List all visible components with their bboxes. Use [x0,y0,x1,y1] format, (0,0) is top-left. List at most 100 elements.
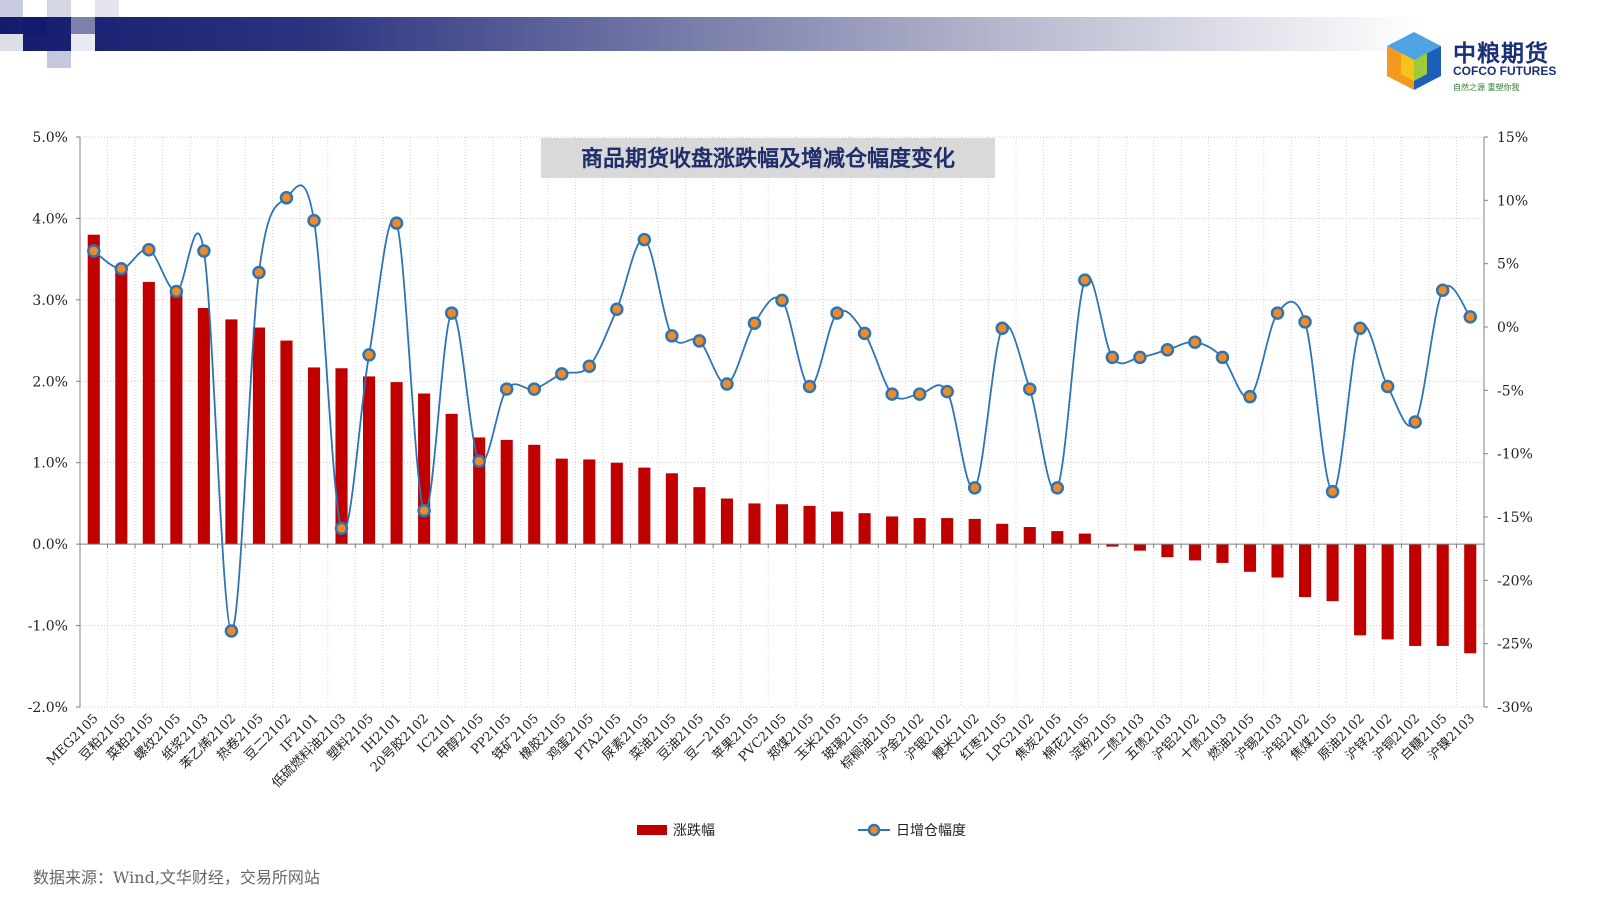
line-point [912,387,927,401]
bar [886,516,899,545]
line-point [499,382,514,396]
bar [858,513,871,545]
line-point [1353,321,1367,336]
line-point [224,624,239,638]
y-left-tick-label: 4.0% [32,211,68,227]
bar [1051,531,1064,545]
line-point [885,387,899,401]
bar [87,234,100,545]
y-right-tick-label: -5% [1497,383,1524,399]
header-deco-square [95,0,119,17]
bar [528,444,541,545]
bar-series [87,234,1477,654]
line-series [87,184,1477,638]
bar [831,511,844,545]
bar [941,518,954,545]
bar [280,340,293,545]
line-point [417,503,431,518]
bar [638,467,651,545]
line-point [1270,306,1285,320]
line-point [692,334,707,348]
bar [1299,544,1312,598]
bar [1409,544,1422,646]
bar [142,281,155,545]
line-point [802,379,817,394]
bar [775,504,789,545]
line-point [1133,350,1147,365]
line-point [169,284,184,299]
bar [197,308,210,545]
line-point [527,382,541,396]
bar [610,462,623,545]
y-left-tick-label: 1.0% [32,456,68,472]
header-deco-square [0,0,23,17]
chart-legend: 涨跌幅 日增仓幅度 [637,823,966,839]
bar [1243,544,1257,572]
line-point [610,302,624,317]
line-point [1380,379,1395,394]
bar [252,327,265,545]
bar [803,505,816,545]
y-right-tick-label: -25% [1497,637,1533,653]
line-point [1078,273,1092,287]
bar [170,290,183,545]
bar [418,393,431,545]
line-point [1188,335,1202,349]
series-line [93,184,1471,632]
bar [1381,544,1394,640]
bar [720,498,733,545]
y-left-tick-label: 5.0% [32,130,68,146]
legend-bar-label: 涨跌幅 [673,823,715,839]
line-point [142,242,156,257]
y-left-tick-label: 3.0% [32,293,68,309]
line-point [720,377,734,391]
y-left-tick-label: -2.0% [28,700,68,716]
line-point [389,216,404,230]
bar [1188,544,1201,561]
line-point [967,481,982,495]
bar [473,437,486,545]
y-right-tick-label: -15% [1497,510,1533,526]
bar [1436,544,1449,646]
bar [555,458,568,545]
legend-line-label: 日增仓幅度 [896,823,966,839]
legend-bar-swatch [637,825,667,835]
bar [996,523,1009,545]
line-point [1105,350,1120,365]
chart-title: 商品期货收盘涨跌幅及增减仓幅度变化 [581,146,955,172]
bar [390,382,403,545]
bar [1023,527,1036,545]
bar [968,518,981,545]
line-point [1463,310,1477,324]
line-point [747,316,762,330]
line-point [1298,315,1312,329]
bar [913,518,926,545]
line-point [1325,484,1340,499]
brand-logo: 中粮期货 COFCO FUTURES 自然之源 重塑你我 [1383,30,1593,102]
chart-title-group: 商品期货收盘涨跌幅及增减仓幅度变化 [541,138,995,178]
bar [363,376,376,545]
line-point [252,265,266,280]
line-point [665,329,679,343]
bar [1354,544,1367,636]
bar [665,473,678,545]
line-point [1160,343,1175,357]
line-point [857,326,872,341]
source-note: 数据来源：Wind,文华财经，交易所网站 [33,868,320,887]
cube-logo-icon [1387,32,1441,90]
bar [1133,544,1146,551]
y-right-tick-label: 5% [1497,257,1519,273]
bar [115,265,128,545]
y-right-tick-label: -10% [1497,447,1533,463]
line-point [637,232,652,247]
line-point [362,348,376,362]
y-right-tick-label: 0% [1497,320,1519,336]
header-deco-square [47,51,71,68]
brand-name-en: COFCO FUTURES [1453,64,1557,78]
bar [1326,544,1339,602]
header-deco-square [71,17,95,34]
line-point [995,321,1009,336]
line-point [114,261,129,276]
bar [307,367,321,545]
